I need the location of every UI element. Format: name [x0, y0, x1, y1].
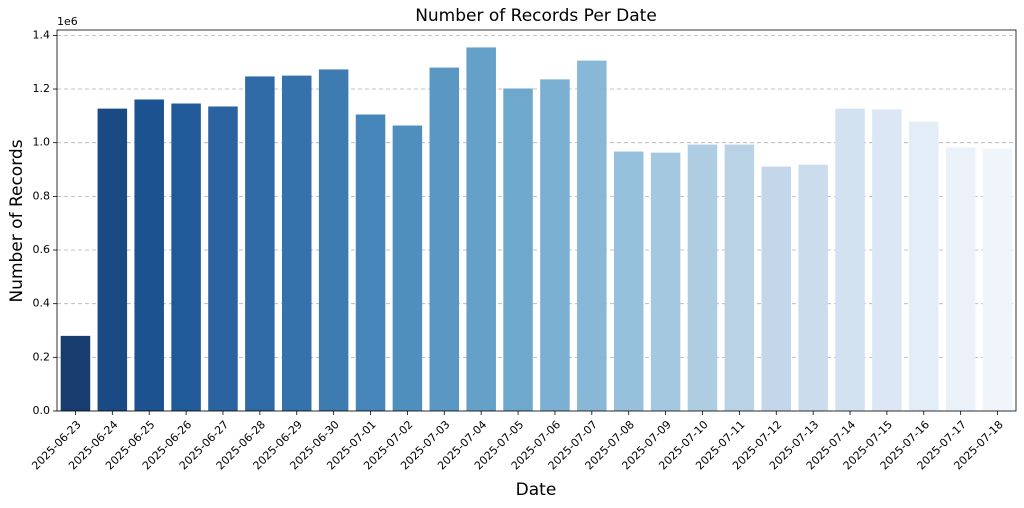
bar: [60, 335, 91, 411]
y-tick-label: 1.4: [33, 28, 51, 41]
y-tick-label: 0.2: [33, 350, 51, 363]
bar: [171, 103, 201, 411]
bar: [909, 121, 939, 412]
bar: [245, 76, 275, 411]
bar: [134, 99, 164, 412]
bar: [208, 106, 238, 411]
y-tick-label: 1.0: [33, 136, 51, 149]
y-offset-label: 1e6: [57, 15, 78, 28]
bar: [355, 114, 386, 411]
x-axis-label: Date: [516, 480, 557, 500]
chart-title: Number of Records Per Date: [415, 6, 657, 26]
bar: [97, 108, 128, 411]
bar: [650, 152, 681, 411]
bar: [872, 109, 902, 412]
bar: [982, 148, 1013, 411]
bar: [687, 144, 718, 412]
bar: [318, 69, 349, 411]
y-tick-label: 0.0: [33, 404, 51, 417]
y-tick-label: 0.4: [33, 297, 51, 310]
bar: [835, 108, 865, 411]
bar: [577, 60, 607, 412]
bar: [945, 147, 976, 411]
bar: [540, 79, 570, 411]
bar: [761, 166, 792, 411]
y-tick-label: 0.8: [33, 189, 51, 202]
y-tick-label: 1.2: [33, 82, 51, 95]
bar: [429, 67, 460, 411]
plot-frame: [56, 29, 1017, 412]
y-axis-label: Number of Records: [7, 139, 27, 302]
bar: [724, 144, 755, 412]
bar: [798, 164, 828, 411]
bar: [613, 151, 644, 411]
bar: [466, 47, 496, 412]
bar: [392, 125, 423, 411]
bar: [281, 75, 312, 412]
y-tick-label: 0.6: [33, 243, 51, 256]
bar: [503, 88, 533, 411]
